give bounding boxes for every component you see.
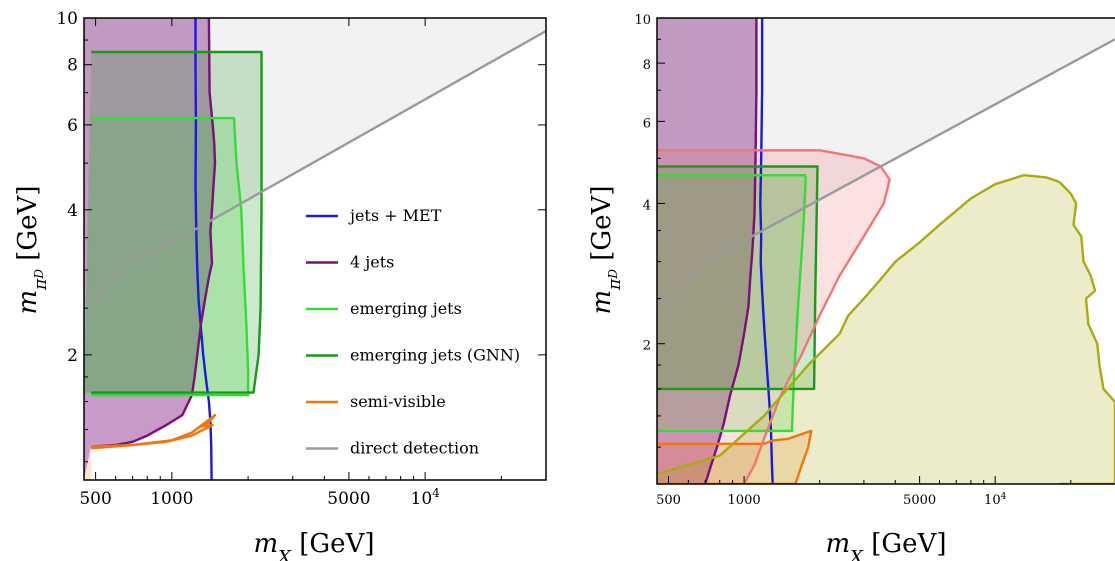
right-line-series-6 (657, 149, 891, 484)
right-region-series-6 (657, 150, 890, 484)
left-line-emerging-jets (91, 116, 250, 397)
legend-label: emerging jets (GNN) (350, 346, 520, 365)
right-curves (657, 18, 1115, 484)
left-region-emerging-jets-gnn- (84, 52, 262, 393)
left-ytick-label: 2 (67, 346, 78, 366)
right-line-emerging-jets-gnn- (657, 165, 819, 391)
left-ylabel: mπD [GeV] (13, 186, 51, 315)
right-xtick-label: 500 (656, 493, 681, 508)
left-line-4-jets (91, 18, 217, 448)
right-xtick-label: 5000 (903, 493, 936, 508)
left-regions (84, 18, 546, 480)
left-plot-frame (83, 17, 547, 481)
left-line-direct-detection (90, 29, 546, 309)
legend-label: jets + MET (348, 206, 442, 225)
left-xtick-label: 1000 (150, 489, 193, 509)
right-line-semi-visible (657, 429, 813, 484)
left-region-emerging-jets (84, 118, 249, 396)
legend: jets + MET 4 jets emerging jets emerging je… (306, 206, 520, 458)
right-region-series-7 (657, 175, 1115, 484)
right-ytick-label: 4 (643, 198, 651, 213)
left-xtick-label: 500 (79, 489, 111, 509)
left-ticks: 500 1000 5000 104 2 4 6 8 10 (56, 9, 546, 509)
left-region-4-jets (84, 18, 215, 480)
left-line-semi-visible (91, 413, 217, 450)
left-ytick-label: 4 (67, 201, 78, 221)
right-line-direct-detection (657, 38, 1115, 308)
left-xlabel: mX [GeV] (254, 529, 375, 561)
right-xtick-label: 1000 (728, 493, 761, 508)
left-line-emerging-jets-gnn- (91, 50, 263, 394)
right-plot-frame (656, 17, 1115, 485)
left-ytick-label: 6 (67, 116, 78, 136)
right-ytick-label: 8 (643, 58, 651, 73)
legend-label: emerging jets (350, 299, 462, 318)
legend-label: direct detection (350, 439, 479, 458)
right-ylabel: mπD [GeV] (587, 186, 625, 315)
right-panel: 500 1000 5000 104 2 4 6 8 10 mX [GeV] mπD [GeV] (587, 13, 1115, 561)
right-xtick-label: 104 (984, 492, 1007, 508)
left-ytick-label: 10 (56, 9, 78, 29)
right-line-emerging-jets (657, 173, 807, 433)
right-xlabel: mX [GeV] (826, 529, 947, 561)
right-ytick-label: 2 (643, 339, 651, 354)
right-region-4-jets (657, 18, 757, 484)
left-xtick-label: 5000 (327, 489, 370, 509)
right-ytick-label: 10 (634, 13, 651, 28)
legend-label: semi-visible (350, 392, 446, 411)
right-region-emerging-jets (657, 175, 806, 431)
right-line-series-7 (657, 173, 1115, 484)
left-ytick-label: 8 (67, 56, 78, 76)
left-xtick-label: 104 (411, 486, 441, 509)
left-region-direct-detection (84, 18, 546, 309)
left-curves (90, 18, 546, 480)
legend-label: 4 jets (350, 253, 394, 272)
right-ytick-label: 6 (643, 116, 651, 131)
